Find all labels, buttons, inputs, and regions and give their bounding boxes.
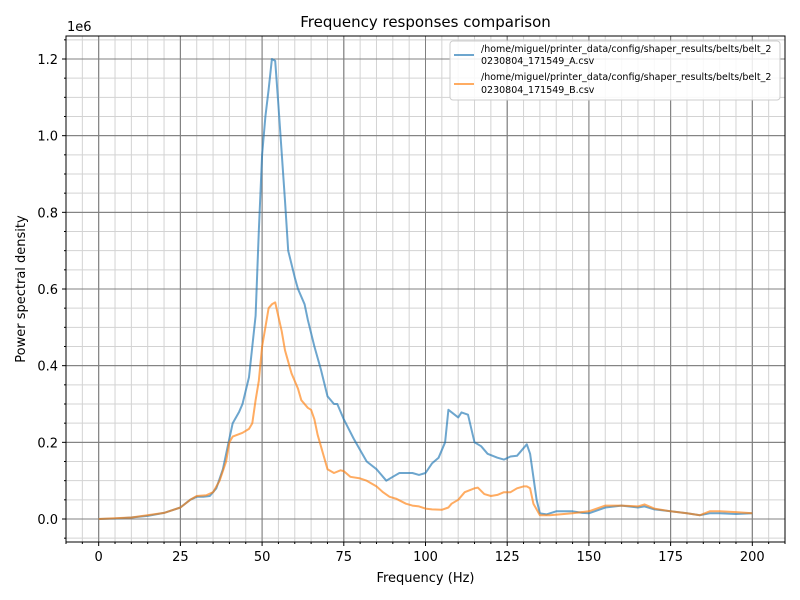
y-tick-label: 0.2 xyxy=(37,436,58,451)
legend-label-b-line1: /home/miguel/printer_data/config/shaper_… xyxy=(481,72,771,83)
y-offset-label: 1e6 xyxy=(67,20,92,35)
x-tick-label: 200 xyxy=(740,550,765,565)
legend-label-a-line2: 0230804_171549_A.csv xyxy=(481,56,595,67)
series-line-b xyxy=(98,301,753,520)
x-axis-label: Frequency (Hz) xyxy=(376,571,474,586)
x-tick-label: 150 xyxy=(576,550,601,565)
x-tick-label: 50 xyxy=(254,550,271,565)
y-tick-label: 1.0 xyxy=(37,130,58,145)
x-tick-label: 100 xyxy=(413,550,438,565)
y-tick-label: 0.4 xyxy=(37,360,58,375)
y-tick-label: 0.6 xyxy=(37,283,58,298)
x-tick-label: 125 xyxy=(495,550,520,565)
y-tick-label: 0.8 xyxy=(37,206,58,221)
legend-label-b-line2: 0230804_171549_B.csv xyxy=(481,85,595,96)
grid xyxy=(65,36,786,542)
x-tick-label: 25 xyxy=(172,550,189,565)
chart-title: Frequency responses comparison xyxy=(300,13,551,31)
legend-box xyxy=(449,40,781,101)
series-line-a xyxy=(98,58,753,520)
x-tick-label: 75 xyxy=(336,550,353,565)
legend-label-a-line1: /home/miguel/printer_data/config/shaper_… xyxy=(481,44,771,55)
y-tick-label: 0.0 xyxy=(37,513,58,528)
legend: /home/miguel/printer_data/config/shaper_… xyxy=(449,40,781,101)
y-axis-label: Power spectral density xyxy=(14,215,29,363)
ticks: 0 25 50 75 100 125 150 175 200 0.0 0.2 0.4 0.6 0.8 1.0… xyxy=(37,39,786,565)
x-tick-label: 0 xyxy=(95,550,103,565)
series-group xyxy=(98,58,753,520)
y-tick-label: 1.2 xyxy=(37,53,58,68)
x-tick-label: 175 xyxy=(658,550,683,565)
